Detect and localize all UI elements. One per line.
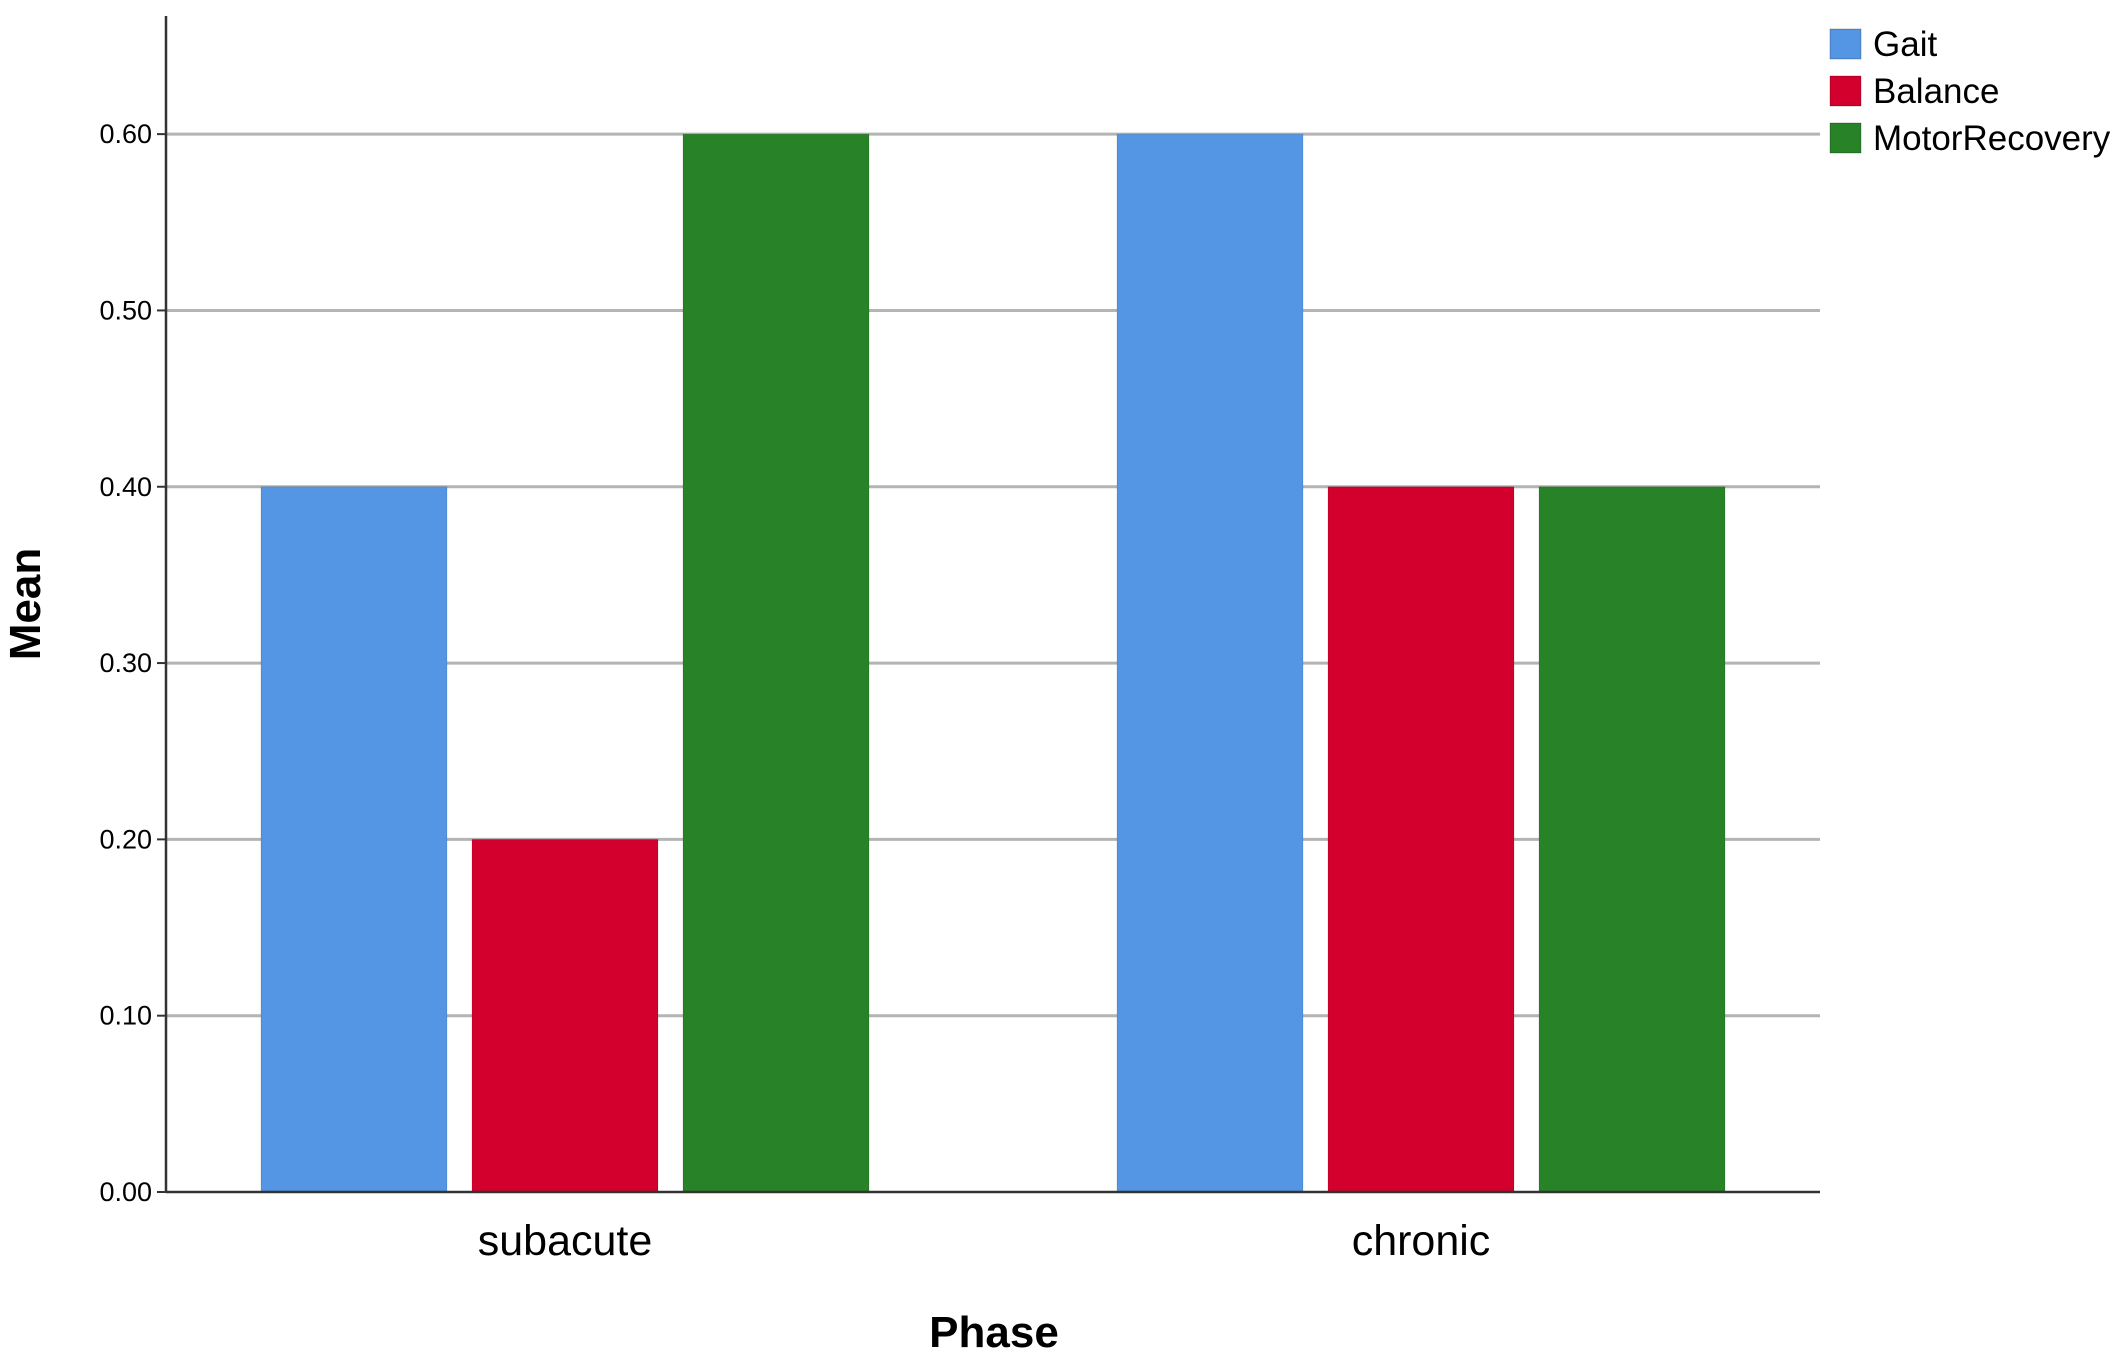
bar-gait-chronic (1116, 133, 1304, 1193)
legend-label-balance: Balance (1873, 72, 1999, 111)
legend: Gait Balance MotorRecovery (1829, 25, 2111, 158)
legend-swatch-balance (1829, 75, 1862, 107)
y-axis-title: Mean (1, 548, 50, 660)
y-tick-label: 0.60 (99, 119, 152, 149)
bar-gait-subacute (260, 486, 448, 1193)
y-tick-labels: 0.00 0.10 0.20 0.30 0.40 0.50 0.60 (99, 119, 166, 1207)
bar-balance-chronic (1327, 486, 1515, 1193)
legend-label-motorrecovery: MotorRecovery (1873, 119, 2111, 158)
legend-label-gait: Gait (1873, 25, 1937, 64)
x-category-label: subacute (478, 1217, 653, 1265)
y-tick-label: 0.10 (99, 1001, 152, 1031)
bar-balance-subacute (471, 838, 659, 1193)
bars (260, 133, 1726, 1193)
axes (164, 16, 1820, 1194)
x-category-label: chronic (1352, 1217, 1491, 1265)
y-tick-label: 0.40 (99, 472, 152, 502)
x-axis-title: Phase (929, 1308, 1059, 1355)
x-category-labels: subacute chronic (478, 1217, 1491, 1265)
legend-swatch-gait (1829, 28, 1862, 60)
y-tick-label: 0.30 (99, 648, 152, 678)
y-tick-label: 0.00 (99, 1177, 152, 1207)
y-tick-label: 0.50 (99, 295, 152, 325)
y-tick-label: 0.20 (99, 824, 152, 854)
bar-motorrecovery-subacute (682, 133, 870, 1193)
legend-swatch-motorrecovery (1829, 122, 1862, 154)
bar-motorrecovery-chronic (1538, 486, 1726, 1193)
